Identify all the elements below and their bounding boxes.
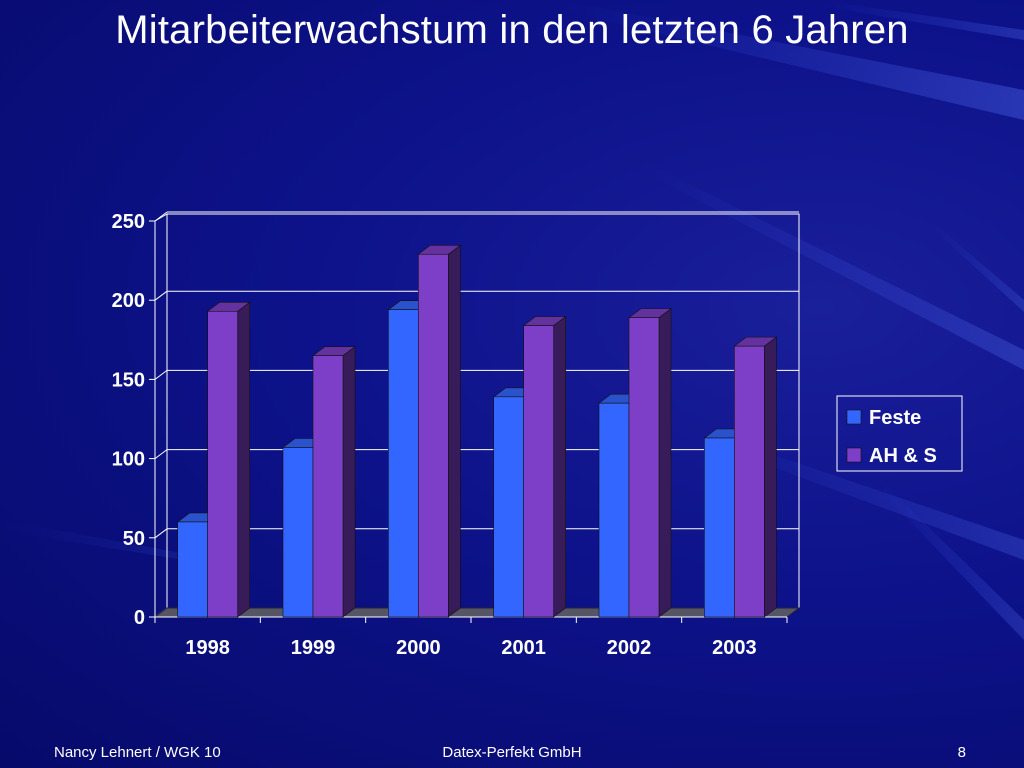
bar-side-AH & S-1999 — [342, 346, 356, 618]
bar-AH & S-2002 — [628, 317, 660, 618]
bar-Feste-1999 — [282, 447, 314, 618]
bar-AH & S-2003 — [734, 345, 765, 618]
y-tick-label: 100 — [112, 449, 145, 471]
bar-side-AH & S-2000 — [448, 244, 461, 618]
x-tick-label: 1998 — [185, 637, 230, 659]
gridline-side — [154, 211, 168, 222]
x-tick-label: 1999 — [291, 637, 336, 659]
footer-author: Nancy Lehnert / WGK 10 — [54, 744, 221, 761]
bar-Feste-1998 — [177, 521, 208, 618]
bar-Feste-2000 — [388, 309, 419, 618]
bar-Feste-2001 — [493, 396, 524, 618]
y-tick-label: 0 — [134, 607, 145, 629]
x-tick-label: 2003 — [712, 637, 757, 659]
legend-swatch-ah-s — [846, 447, 862, 463]
gridline-side — [154, 290, 168, 301]
x-tick-label: 2002 — [607, 637, 652, 659]
footer-page-number: 8 — [957, 744, 966, 761]
chart-legend — [836, 395, 963, 472]
y-tick-label: 50 — [123, 528, 145, 550]
plot-floor — [153, 607, 801, 618]
bar-AH & S-1999 — [312, 355, 344, 618]
bar-side-AH & S-1998 — [237, 301, 250, 618]
bar-AH & S-2000 — [418, 253, 449, 618]
bar-AH & S-2001 — [523, 325, 554, 618]
footer-company: Datex-Perfekt GmbH — [442, 744, 582, 761]
y-tick-label: 250 — [112, 211, 145, 233]
legend-label-feste: Feste — [869, 407, 921, 429]
bar-Feste-2003 — [704, 437, 735, 618]
plot-side-wall — [154, 213, 168, 618]
gridline-side — [154, 528, 168, 539]
bar-side-AH & S-2003 — [764, 336, 777, 618]
legend-label-ah-s: AH & S — [869, 445, 937, 467]
bar-side-AH & S-2001 — [553, 315, 566, 618]
bar-AH & S-1998 — [207, 310, 238, 618]
gridline-side — [154, 369, 168, 380]
slide-title: Mitarbeiterwachstum in den letzten 6 Jah… — [115, 8, 909, 52]
y-tick-label: 200 — [112, 290, 145, 312]
bar-Feste-2002 — [598, 402, 630, 618]
x-tick-label: 2001 — [501, 637, 546, 659]
gridline-side — [154, 449, 168, 460]
bar-side-AH & S-2002 — [658, 308, 672, 618]
x-tick-label: 2000 — [396, 637, 441, 659]
y-tick-label: 150 — [112, 369, 145, 391]
legend-swatch-feste — [846, 409, 862, 425]
